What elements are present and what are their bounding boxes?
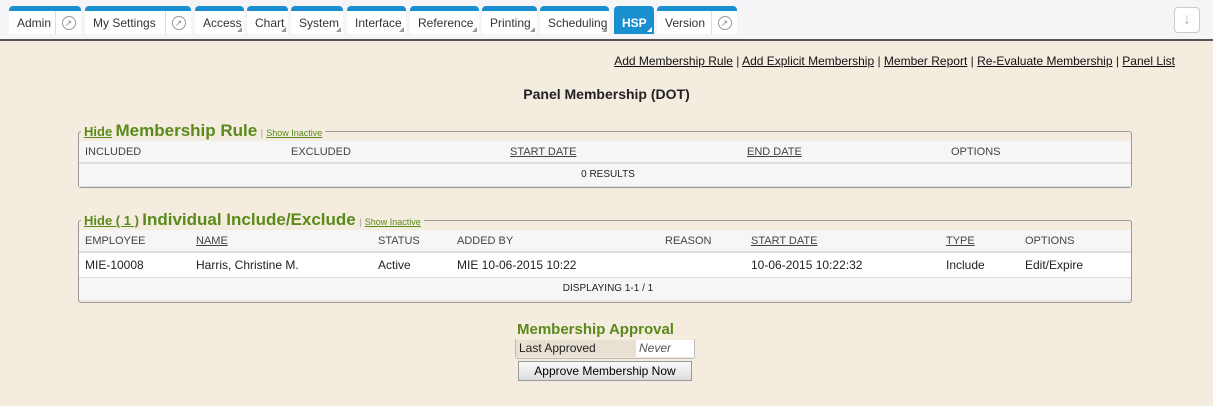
col-added-by: ADDED BY <box>451 230 659 253</box>
member-report-link[interactable]: Member Report <box>883 54 968 68</box>
tab-chart[interactable]: Chart <box>247 6 288 34</box>
individual-table: EMPLOYEE NAME STATUS ADDED BY REASON START DA… <box>79 230 1131 301</box>
col-status: STATUS <box>372 230 451 253</box>
tab-label: Reference <box>418 15 474 30</box>
external-link-icon[interactable]: ↗ <box>165 11 191 34</box>
table-row: MIE-10008 Harris, Christine M. Active MI… <box>79 252 1131 278</box>
tab-scheduling[interactable]: Scheduling <box>540 6 609 34</box>
tab-label: HSP <box>622 15 647 30</box>
col-end-date[interactable]: END DATE <box>741 141 945 164</box>
panel-list-link[interactable]: Panel List <box>1122 54 1175 68</box>
dropdown-corner-icon <box>602 27 607 32</box>
dropdown-corner-icon <box>281 27 286 32</box>
membership-rule-table: INCLUDED EXCLUDED START DATE END DATE OPTION… <box>79 141 1131 187</box>
tab-my-settings[interactable]: My Settings ↗ <box>85 6 191 34</box>
col-options: OPTIONS <box>945 141 1131 164</box>
col-reason: REASON <box>659 230 745 253</box>
tab-label: Scheduling <box>548 15 608 30</box>
show-inactive-link[interactable]: Show Inactive <box>364 217 421 227</box>
col-start-date[interactable]: START DATE <box>504 141 741 164</box>
tab-printing[interactable]: Printing <box>482 6 537 34</box>
approval-title: Membership Approval <box>517 321 674 338</box>
dropdown-corner-icon <box>647 27 652 32</box>
cell-start-date: 10-06-2015 10:22:32 <box>745 252 940 278</box>
col-start-date[interactable]: START DATE <box>745 230 940 253</box>
dropdown-corner-icon <box>399 27 404 32</box>
tab-label: Interface <box>355 15 402 30</box>
col-name[interactable]: NAME <box>190 230 372 253</box>
dropdown-corner-icon <box>336 27 341 32</box>
col-included: INCLUDED <box>79 141 285 164</box>
cell-status: Active <box>372 252 451 278</box>
hide-link[interactable]: Hide <box>84 124 113 139</box>
last-approved-value: Never <box>636 340 694 357</box>
display-count: DISPLAYING 1-1 / 1 <box>79 277 1131 301</box>
section-legend: Hide Membership Rule | Show Inactive <box>81 121 326 141</box>
tab-label: Chart <box>255 15 285 30</box>
tab-label: Access <box>203 15 242 30</box>
individual-section: Hide ( 1 ) Individual Include/Exclude | … <box>78 210 1132 303</box>
last-approved-label: Last Approved <box>516 340 636 357</box>
section-title: Membership Rule <box>115 121 258 140</box>
approve-membership-button[interactable]: Approve Membership Now <box>518 361 692 381</box>
section-legend: Hide ( 1 ) Individual Include/Exclude | … <box>81 210 424 230</box>
edit-expire-link[interactable]: Edit/Expire <box>1019 252 1131 278</box>
cell-employee: MIE-10008 <box>79 252 190 278</box>
tab-access[interactable]: Access <box>195 6 244 34</box>
tab-label: System <box>299 15 340 30</box>
top-nav: Admin ↗ My Settings ↗ Access Chart System … <box>0 0 1213 41</box>
section-title: Individual Include/Exclude <box>142 210 356 229</box>
col-options: OPTIONS <box>1019 230 1131 253</box>
tab-version[interactable]: Version ↗ <box>657 6 737 34</box>
dropdown-corner-icon <box>530 27 535 32</box>
dropdown-corner-icon <box>472 27 477 32</box>
cell-added-by: MIE 10-06-2015 10:22 <box>451 252 659 278</box>
cell-type: Include <box>940 252 1019 278</box>
results-count: 0 RESULTS <box>79 163 1131 187</box>
hide-link[interactable]: Hide ( 1 ) <box>84 213 139 228</box>
dropdown-corner-icon <box>237 27 242 32</box>
re-evaluate-membership-link[interactable]: Re-Evaluate Membership <box>977 54 1113 68</box>
col-employee: EMPLOYEE <box>79 230 190 253</box>
cell-reason <box>659 252 745 278</box>
tab-label: Version <box>665 15 706 30</box>
tab-label: My Settings <box>93 15 156 30</box>
action-links: Add Membership Rule | Add Explicit Membe… <box>614 54 1175 68</box>
col-type[interactable]: TYPE <box>940 230 1019 253</box>
tab-reference[interactable]: Reference <box>410 6 479 34</box>
tab-hsp[interactable]: HSP <box>614 6 654 34</box>
tab-admin[interactable]: Admin ↗ <box>9 6 81 34</box>
external-link-icon[interactable]: ↗ <box>711 11 737 34</box>
tab-label: Printing <box>490 15 531 30</box>
show-inactive-link[interactable]: Show Inactive <box>266 128 323 138</box>
add-explicit-membership-link[interactable]: Add Explicit Membership <box>742 54 875 68</box>
tab-interface[interactable]: Interface <box>347 6 406 34</box>
membership-approval: Membership Approval Last Approved Never <box>515 321 695 359</box>
page-title: Panel Membership (DOT) <box>523 86 690 102</box>
col-excluded: EXCLUDED <box>285 141 504 164</box>
add-membership-rule-link[interactable]: Add Membership Rule <box>614 54 733 68</box>
download-arrow-icon[interactable]: ↓ <box>1174 7 1200 33</box>
membership-rule-section: Hide Membership Rule | Show Inactive INC… <box>78 121 1132 188</box>
cell-name: Harris, Christine M. <box>190 252 372 278</box>
tab-label: Admin <box>17 15 52 30</box>
tab-system[interactable]: System <box>291 6 343 34</box>
external-link-icon[interactable]: ↗ <box>55 11 81 34</box>
